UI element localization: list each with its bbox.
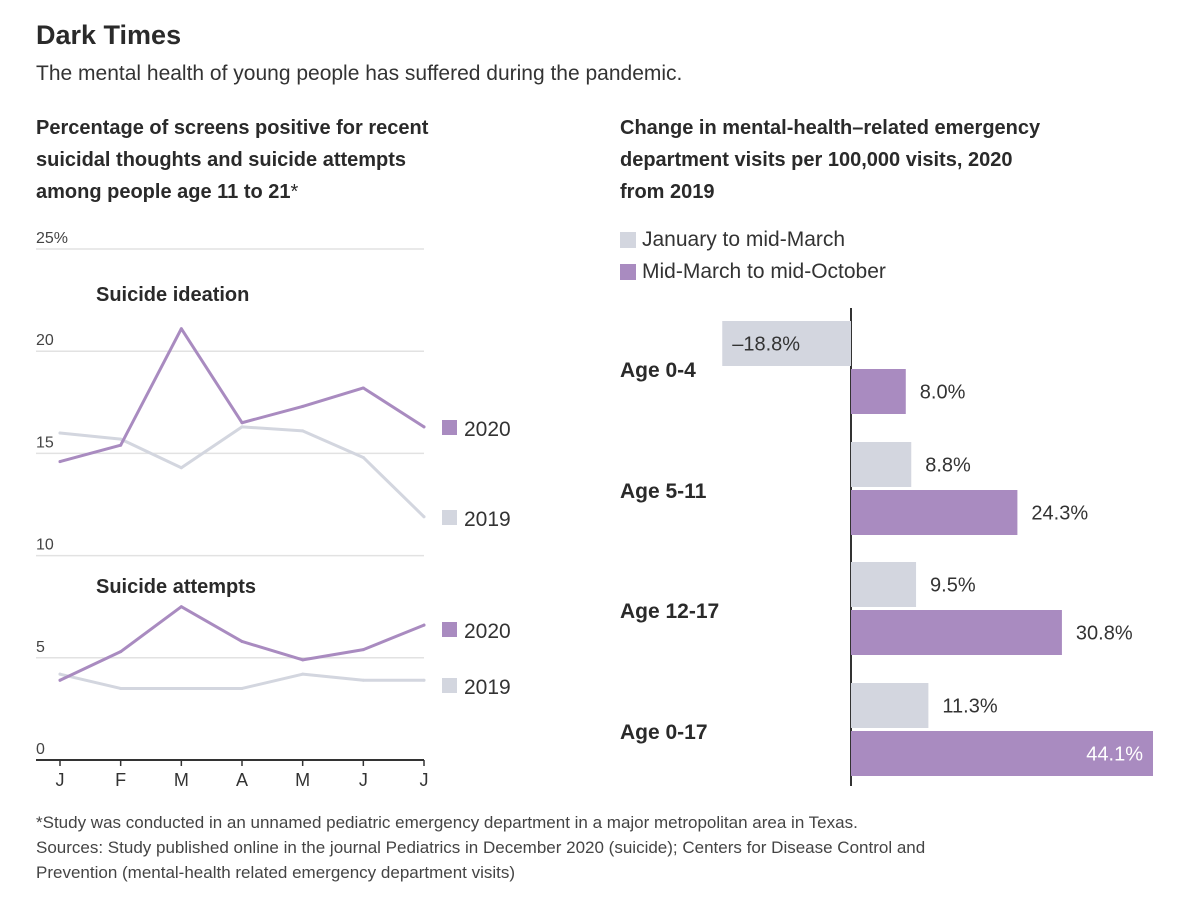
right-panel-title-line: Change in mental-health–related emergenc…	[620, 117, 1041, 139]
data-point	[240, 421, 244, 425]
data-point	[179, 686, 183, 690]
bar-value-label: 30.8%	[1076, 623, 1133, 645]
data-point	[240, 639, 244, 643]
data-point	[179, 327, 183, 331]
series-label: 2019	[464, 508, 511, 531]
data-point	[422, 623, 426, 627]
series-swatch	[442, 510, 457, 525]
x-tick-label: J	[56, 770, 65, 790]
left-panel-title: Percentage of screens positive for recen…	[36, 112, 506, 208]
series-label: 2020	[464, 418, 511, 441]
data-point	[301, 429, 305, 433]
data-point	[301, 658, 305, 662]
right-panel-title: Change in mental-health–related emergenc…	[620, 112, 1140, 208]
bar	[851, 610, 1062, 655]
footnote: *Study was conducted in an unnamed pedia…	[36, 810, 1176, 885]
y-tick-label: 25%	[36, 230, 68, 247]
y-tick-label: 5	[36, 639, 45, 656]
footnote-line: *Study was conducted in an unnamed pedia…	[36, 813, 858, 832]
series-swatch	[442, 420, 457, 435]
series-line-2019	[58, 425, 426, 519]
data-point	[58, 460, 62, 464]
x-tick-label: F	[115, 770, 126, 790]
data-point	[58, 678, 62, 682]
source-line: Prevention (mental-health related emerge…	[36, 863, 516, 882]
series-line-2020	[58, 605, 426, 682]
data-point	[361, 648, 365, 652]
data-point	[58, 431, 62, 435]
series-line-2020	[58, 327, 426, 464]
category-label: Age 0-4	[620, 359, 696, 382]
group-label: Suicide ideation	[96, 284, 249, 306]
bar-value-label: 8.0%	[920, 382, 966, 404]
bar	[851, 490, 1018, 535]
data-point	[119, 686, 123, 690]
series-line-2019	[58, 672, 426, 690]
x-tick-label: J	[420, 770, 429, 790]
bar	[722, 321, 851, 366]
category-label: Age 12-17	[620, 600, 719, 623]
legend-swatch-gray	[620, 232, 636, 248]
left-panel-title-line: among people age 11 to 21*	[36, 176, 506, 208]
footnote-marker: *	[290, 181, 299, 203]
chart-subtitle: The mental health of young people has su…	[36, 62, 683, 85]
legend-swatch-purple	[620, 264, 636, 280]
data-point	[301, 672, 305, 676]
bar	[851, 683, 929, 728]
series-swatch	[442, 678, 457, 693]
series-label: 2020	[464, 620, 511, 643]
data-point	[361, 678, 365, 682]
bar-value-label: 8.8%	[925, 455, 971, 477]
data-point	[58, 672, 62, 676]
bar	[851, 731, 1153, 776]
legend-label: January to mid-March	[642, 228, 846, 251]
y-tick-label: 10	[36, 537, 54, 554]
y-tick-label: 15	[36, 434, 54, 451]
left-panel-title-line: suicidal thoughts and suicide attempts	[36, 149, 407, 171]
right-panel-title-line: department visits per 100,000 visits, 20…	[620, 149, 1013, 171]
data-point	[361, 386, 365, 390]
legend-label: Mid-March to mid-October	[642, 260, 886, 283]
data-point	[240, 686, 244, 690]
data-point	[240, 425, 244, 429]
source-line: Sources: Study published online in the j…	[36, 838, 926, 857]
bar-value-label: 24.3%	[1031, 503, 1088, 525]
data-point	[119, 443, 123, 447]
bar-value-label: 9.5%	[930, 575, 976, 597]
group-label: Suicide attempts	[96, 576, 256, 598]
data-point	[422, 678, 426, 682]
chart-title: Dark Times	[36, 20, 182, 50]
data-point	[422, 515, 426, 519]
left-panel-title-text: among people age 11 to 21	[36, 181, 291, 203]
bar-value-label: 11.3%	[942, 696, 997, 718]
bar-legend: January to mid-March Mid-March to mid-Oc…	[620, 224, 886, 288]
category-label: Age 5-11	[620, 480, 707, 503]
data-point	[179, 466, 183, 470]
bar	[851, 369, 906, 414]
bar	[851, 562, 917, 607]
bar-value-label: –18.8%	[732, 334, 800, 356]
data-point	[179, 605, 183, 609]
legend-item-mar-oct: Mid-March to mid-October	[620, 256, 886, 288]
data-point	[361, 455, 365, 459]
data-point	[301, 404, 305, 408]
left-panel-title-line: Percentage of screens positive for recen…	[36, 117, 429, 139]
y-tick-label: 20	[36, 332, 54, 349]
x-tick-label: J	[359, 770, 368, 790]
category-label: Age 0-17	[620, 721, 708, 744]
legend-item-jan-mar: January to mid-March	[620, 224, 886, 256]
y-tick-label: 0	[36, 741, 45, 758]
series-label: 2019	[464, 676, 511, 699]
bar	[851, 442, 912, 487]
series-swatch	[442, 622, 457, 637]
bar-value-label: 44.1%	[1086, 744, 1143, 766]
data-point	[422, 425, 426, 429]
data-point	[119, 437, 123, 441]
x-tick-label: A	[236, 770, 248, 790]
x-tick-label: M	[174, 770, 189, 790]
x-tick-label: M	[295, 770, 310, 790]
right-panel-title-line: from 2019	[620, 181, 715, 203]
data-point	[119, 650, 123, 654]
